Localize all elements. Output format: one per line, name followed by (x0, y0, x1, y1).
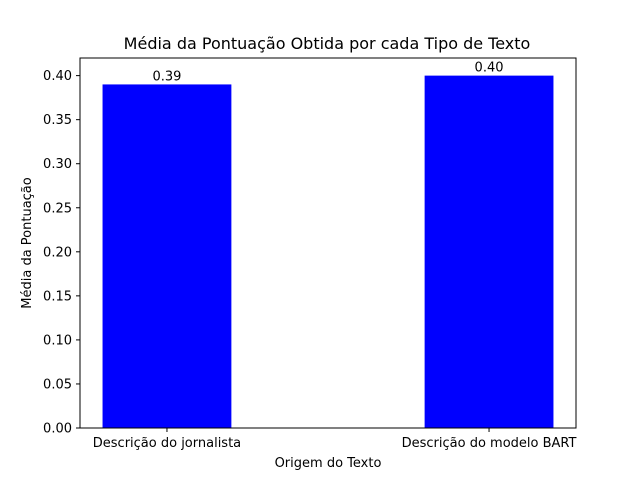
y-tick-label-0: 0.00 (43, 422, 72, 437)
bars-layer (102, 75, 554, 428)
y-tick-label-6: 0.30 (43, 157, 72, 172)
plot-area-frame (79, 57, 577, 429)
x-axis-label: Origem do Texto (275, 456, 382, 471)
data-label-0: 0.39 (152, 69, 181, 84)
y-tick-label-2: 0.10 (43, 333, 72, 348)
data-labels-layer: 0.39 0.40 (152, 61, 503, 85)
y-tick-label-3: 0.15 (43, 289, 72, 304)
y-tick-label-5: 0.25 (43, 201, 72, 216)
y-tick-label-1: 0.05 (43, 377, 72, 392)
x-axis: Descrição do jornalista Descrição do mode… (93, 428, 577, 451)
y-axis-label: Média da Pontuação (20, 177, 35, 309)
chart-title: Média da Pontuação Obtida por cada Tipo … (124, 34, 531, 53)
y-axis: 0.00 0.05 0.10 0.15 0.20 0.25 0.30 0.35 0.40 (43, 69, 80, 437)
y-tick-label-7: 0.35 (43, 113, 72, 128)
x-tick-label-0: Descrição do jornalista (93, 436, 241, 451)
data-label-1: 0.40 (475, 61, 504, 76)
y-tick-label-4: 0.20 (43, 245, 72, 260)
y-tick-label-8: 0.40 (43, 69, 72, 84)
x-tick-label-1: Descrição do modelo BART (402, 436, 577, 451)
bar-0 (102, 84, 232, 428)
bar-1 (424, 75, 554, 428)
